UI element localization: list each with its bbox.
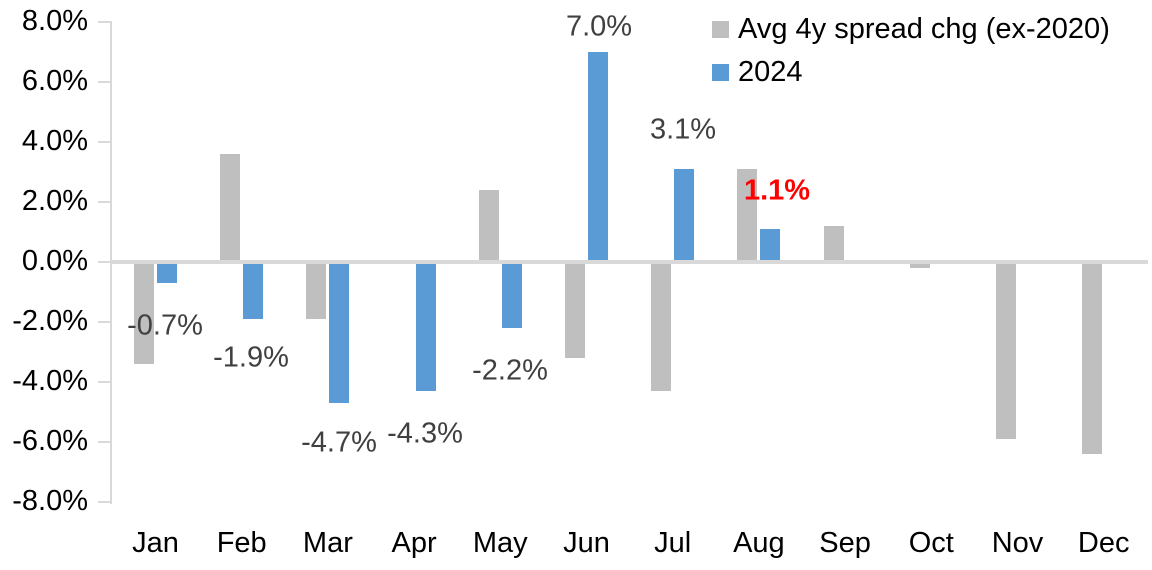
bar-2024-may bbox=[501, 262, 522, 328]
legend-label-avg-4y-spread: Avg 4y spread chg (ex-2020) bbox=[738, 13, 1110, 45]
y-axis-tick-label: 6.0% bbox=[21, 64, 88, 97]
y-axis-tick-mark bbox=[98, 501, 111, 503]
y-axis-tick-label: 4.0% bbox=[21, 124, 88, 157]
bar-avg-dec bbox=[1082, 262, 1103, 454]
bar-avg-may bbox=[478, 190, 499, 262]
legend-label-2024: 2024 bbox=[738, 56, 803, 88]
y-axis-tick-mark bbox=[98, 441, 111, 443]
x-axis-zero-line bbox=[110, 260, 1148, 264]
data-label-may: -2.2% bbox=[472, 354, 548, 387]
legend-swatch-blue-icon bbox=[712, 64, 729, 81]
y-axis-tick-mark bbox=[98, 201, 111, 203]
data-label-apr: -4.3% bbox=[387, 417, 463, 450]
bar-avg-mar bbox=[306, 262, 327, 319]
x-axis-label-nov: Nov bbox=[991, 527, 1044, 559]
x-axis-label-dec: Dec bbox=[1077, 527, 1130, 559]
bar-avg-jan bbox=[134, 262, 154, 364]
x-axis-label-feb: Feb bbox=[216, 527, 267, 559]
x-axis-label-jul: Jul bbox=[654, 527, 692, 559]
y-axis-tick-mark bbox=[98, 321, 111, 323]
data-label-mar: -4.7% bbox=[301, 426, 377, 459]
bar-avg-jun bbox=[565, 262, 585, 358]
x-axis-label-sep: Sep bbox=[819, 527, 871, 559]
bar-avg-nov bbox=[996, 262, 1016, 439]
data-label-jan: -0.7% bbox=[127, 309, 203, 342]
bar-2024-aug bbox=[760, 229, 781, 262]
y-axis-tick-label: -6.0% bbox=[12, 424, 88, 457]
y-axis-tick-mark bbox=[98, 81, 111, 83]
y-axis-tick-label: -2.0% bbox=[12, 304, 88, 337]
x-axis-label-may: May bbox=[472, 527, 528, 559]
x-axis-label-mar: Mar bbox=[302, 527, 353, 559]
y-axis-tick-mark bbox=[98, 141, 111, 143]
bar-avg-aug bbox=[737, 169, 758, 262]
data-label-jun: 7.0% bbox=[565, 10, 633, 43]
y-axis-tick-label: -4.0% bbox=[12, 364, 88, 397]
bar-2024-jan bbox=[157, 262, 177, 283]
bar-2024-mar bbox=[329, 262, 350, 403]
legend-item-avg-4y-spread: Avg 4y spread chg (ex-2020) bbox=[712, 13, 1110, 46]
bar-avg-jul bbox=[651, 262, 672, 391]
bar-avg-oct bbox=[909, 262, 930, 268]
x-axis-label-aug: Aug bbox=[733, 527, 785, 559]
bar-avg-feb bbox=[220, 154, 241, 262]
data-label-feb: -1.9% bbox=[213, 341, 289, 374]
bar-2024-jun bbox=[588, 52, 608, 262]
y-axis-tick-label: -8.0% bbox=[12, 484, 88, 517]
y-axis-tick-mark bbox=[98, 21, 111, 23]
legend-item-2024: 2024 bbox=[712, 56, 803, 89]
x-axis-label-jan: Jan bbox=[132, 527, 179, 559]
bar-2024-feb bbox=[243, 262, 264, 319]
y-axis-tick-label: 8.0% bbox=[21, 4, 88, 37]
y-axis-tick-mark bbox=[98, 381, 111, 383]
legend-swatch-gray-icon bbox=[712, 21, 729, 38]
data-label-aug: 1.1% bbox=[743, 174, 811, 207]
bar-2024-jul bbox=[674, 169, 695, 262]
bar-avg-sep bbox=[823, 226, 844, 262]
x-axis-label-jun: Jun bbox=[563, 527, 610, 559]
y-axis-tick-mark bbox=[98, 261, 111, 263]
y-axis-tick-label: 2.0% bbox=[21, 184, 88, 217]
x-axis-label-apr: Apr bbox=[391, 527, 437, 559]
bar-2024-apr bbox=[415, 262, 436, 391]
x-axis-label-oct: Oct bbox=[908, 527, 954, 559]
data-label-jul: 3.1% bbox=[649, 113, 717, 146]
y-axis-tick-label: 0.0% bbox=[21, 244, 88, 277]
